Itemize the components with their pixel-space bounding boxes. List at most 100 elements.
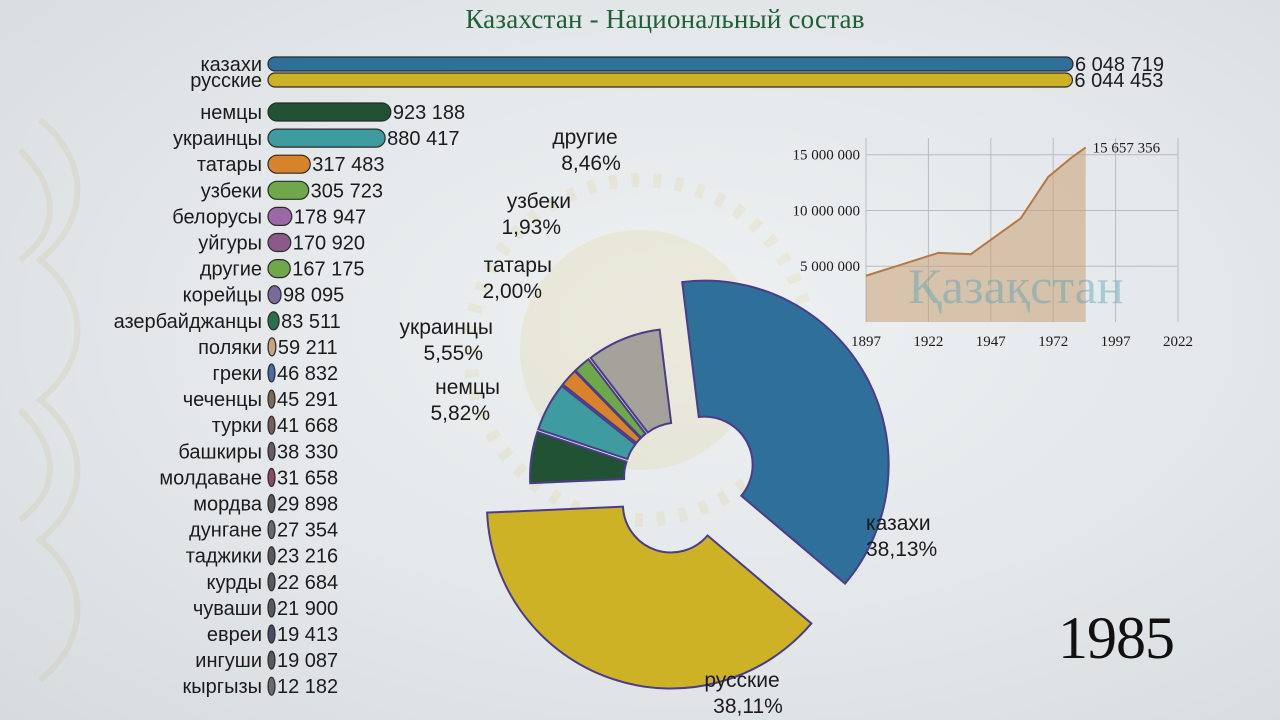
bar xyxy=(267,232,292,253)
bar-group: белорусы 178 947 xyxy=(172,206,366,228)
bar-value-label: 27 354 xyxy=(277,520,338,542)
bar xyxy=(267,206,293,226)
bar-value-label: 23 216 xyxy=(277,546,338,568)
bar xyxy=(267,676,276,696)
x-tick-label: 1897 xyxy=(851,334,882,350)
donut-slice xyxy=(589,328,673,434)
bar-value-label: 98 095 xyxy=(283,285,344,307)
grid: 1897 1922 1947 1972 1997 2022 5 000 000 10 000 … xyxy=(793,138,1193,350)
bar-label: греки xyxy=(213,363,262,385)
bar-group: мордва 29 898 xyxy=(193,494,338,516)
bar xyxy=(267,598,276,618)
bar-label: другие xyxy=(200,259,262,281)
bar xyxy=(267,519,276,540)
bar-group: таджики 23 216 xyxy=(186,546,338,568)
bar-label: турки xyxy=(212,415,262,437)
slice-percent-label: 1,93% xyxy=(501,216,561,239)
bar xyxy=(267,56,1074,72)
slice-name-label: русские xyxy=(704,669,779,692)
bar-label: татары xyxy=(197,154,262,176)
bar xyxy=(267,154,311,174)
chart-title: Казахстан - Национальный состав xyxy=(465,4,865,34)
bar-value-label: 880 417 xyxy=(387,128,459,150)
bar xyxy=(267,128,386,148)
bar-label: чуваши xyxy=(193,598,262,620)
bar-group: узбеки 305 723 xyxy=(201,180,383,202)
bar-value-label: 167 175 xyxy=(292,259,364,281)
bar-label: чеченцы xyxy=(183,389,262,411)
bar-value-label: 317 483 xyxy=(312,154,384,176)
bar-label: таджики xyxy=(186,546,262,568)
bar-group: казахи 6 048 719 xyxy=(200,54,1164,76)
bar-label: немцы xyxy=(200,102,262,124)
bar-group: поляки 59 211 xyxy=(198,337,338,359)
bar-label: уйгуры xyxy=(198,233,262,255)
bar-label: узбеки xyxy=(201,180,262,202)
bar-label: кыргызы xyxy=(183,676,262,698)
bar-value-label: 45 291 xyxy=(277,389,338,411)
slice-name-label: немцы xyxy=(435,376,500,399)
slice-percent-label: 5,82% xyxy=(430,402,490,425)
slice-name-label: казахи xyxy=(866,512,931,535)
bar xyxy=(267,259,291,279)
last-value-label: 15 657 356 xyxy=(1093,140,1161,156)
bar-value-label: 170 920 xyxy=(293,233,365,255)
bar-value-label: 19 087 xyxy=(277,650,338,672)
x-tick-label: 1947 xyxy=(976,334,1007,350)
bar-label: белорусы xyxy=(172,206,262,228)
bar-group: корейцы 98 095 xyxy=(183,285,345,307)
bar-value-label: 31 658 xyxy=(277,467,338,489)
bar-value-label: 22 684 xyxy=(277,572,338,594)
area-fill xyxy=(866,147,1086,322)
bar-value-label: 305 723 xyxy=(311,180,383,202)
bar-label: казахи xyxy=(200,54,262,76)
bar-group: русские 6 044 453 xyxy=(190,70,1163,92)
bar-label: мордва xyxy=(193,494,263,516)
bar xyxy=(267,624,276,644)
slice-name-label: другие xyxy=(552,126,617,149)
y-tick-label: 5 000 000 xyxy=(800,259,860,275)
donut-slice xyxy=(529,430,628,485)
donut-slice xyxy=(573,357,647,440)
bar-value-label: 41 668 xyxy=(277,415,338,437)
bar-group: молдаване 31 658 xyxy=(159,467,338,489)
slice-percent-label: 5,55% xyxy=(423,342,483,365)
bar xyxy=(267,102,392,122)
donut-slice xyxy=(536,384,637,461)
bar xyxy=(267,493,276,514)
bar-value-label: 83 511 xyxy=(281,311,341,333)
bar-label: башкиры xyxy=(178,441,262,463)
slice-name-label: украинцы xyxy=(400,316,494,339)
bar-label: русские xyxy=(190,70,262,92)
bar xyxy=(267,546,276,566)
bar-group: чеченцы 45 291 xyxy=(183,389,338,411)
bar-group: украинцы 880 417 xyxy=(173,128,460,150)
slice-percent-label: 2,00% xyxy=(482,280,542,303)
bar-group: ингуши 19 087 xyxy=(195,650,338,672)
bar xyxy=(267,72,1074,88)
year-label: 1985 xyxy=(1058,605,1175,671)
bar-group: курды 22 684 xyxy=(207,572,339,594)
bar-label: евреи xyxy=(207,624,262,646)
bar-value-label: 38 330 xyxy=(277,441,338,463)
bar-group: азербайджанцы 83 511 xyxy=(114,311,341,333)
x-tick-label: 1997 xyxy=(1101,334,1132,350)
bar xyxy=(267,572,276,592)
bar-value-label: 923 188 xyxy=(393,102,465,124)
bar-group: башкиры 38 330 xyxy=(178,441,338,463)
x-tick-label: 1922 xyxy=(913,334,943,350)
bar-value-label: 21 900 xyxy=(277,598,338,620)
slice-name-label: узбеки xyxy=(507,190,571,213)
bar xyxy=(267,311,280,331)
bar-group: уйгуры 170 920 xyxy=(198,233,365,255)
bar-group: дунгане 27 354 xyxy=(189,520,338,542)
bar-value-label: 178 947 xyxy=(294,206,366,228)
bar-label: азербайджанцы xyxy=(114,311,262,333)
bar-group: греки 46 832 xyxy=(213,363,339,385)
bar-label: поляки xyxy=(198,337,262,359)
bar xyxy=(267,441,276,461)
y-tick-label: 15 000 000 xyxy=(793,148,861,164)
bar-value-label: 6 048 719 xyxy=(1075,54,1164,76)
